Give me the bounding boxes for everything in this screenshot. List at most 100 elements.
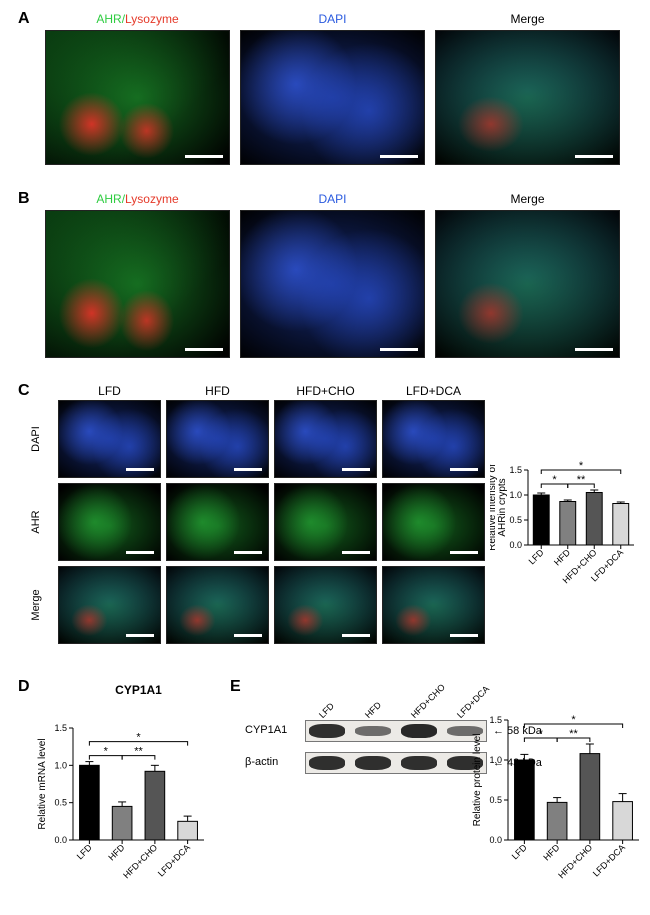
panel-a-col-label: AHR/Lysozyme bbox=[45, 12, 230, 26]
panel-a-image-dapi-low bbox=[240, 30, 425, 165]
panel-c-col-header: LFD+DCA bbox=[382, 384, 485, 398]
svg-text:1.5: 1.5 bbox=[489, 715, 502, 725]
panel-c-col-header: LFD bbox=[58, 384, 161, 398]
panel-c-image-r0-c2 bbox=[274, 400, 377, 478]
panel-c-image-r2-c2 bbox=[274, 566, 377, 644]
svg-text:HFD: HFD bbox=[541, 842, 562, 863]
panel-b-label: B bbox=[18, 190, 30, 208]
panel-d-label: D bbox=[18, 678, 30, 696]
svg-text:1.0: 1.0 bbox=[489, 755, 502, 765]
panel-c-col-header: HFD+CHO bbox=[274, 384, 377, 398]
wb-band bbox=[355, 756, 390, 770]
svg-text:Relative mRNA level: Relative mRNA level bbox=[37, 738, 48, 829]
ahr-intensity-chart: 0.0 0.5 1.0 1.5Relative intensity ofAHRin c… bbox=[490, 430, 640, 605]
wb-row-name: β-actin bbox=[245, 756, 278, 768]
wb-band bbox=[309, 756, 344, 770]
panel-c-row-label: Merge bbox=[30, 585, 42, 625]
panel-c-image-r2-c3 bbox=[382, 566, 485, 644]
wb-band bbox=[401, 756, 436, 770]
svg-text:LFD+DCA: LFD+DCA bbox=[591, 842, 627, 878]
svg-text:*: * bbox=[579, 460, 584, 472]
cyp1a1-protein-chart: 0.0 0.5 1.0 1.5 Relative protein level LFD HFD… bbox=[470, 680, 645, 900]
scale-bar bbox=[450, 551, 478, 554]
svg-text:0.0: 0.0 bbox=[54, 835, 67, 845]
panel-b-col-label: DAPI bbox=[240, 192, 425, 206]
svg-text:1.5: 1.5 bbox=[509, 465, 522, 475]
panel-c-image-r0-c0 bbox=[58, 400, 161, 478]
scale-bar bbox=[234, 468, 262, 471]
scale-bar bbox=[380, 348, 418, 351]
panel-b-col-label: AHR/Lysozyme bbox=[45, 192, 230, 206]
svg-text:1.0: 1.0 bbox=[54, 760, 67, 770]
svg-text:CYP1A1: CYP1A1 bbox=[115, 683, 162, 697]
panel-a-image-ahr-lyso-low bbox=[45, 30, 230, 165]
svg-text:LFD: LFD bbox=[510, 842, 529, 861]
svg-text:LFD: LFD bbox=[75, 842, 94, 861]
scale-bar bbox=[126, 468, 154, 471]
panel-c-image-r2-c0 bbox=[58, 566, 161, 644]
scale-bar bbox=[380, 155, 418, 158]
panel-c-label: C bbox=[18, 382, 30, 400]
wb-band bbox=[309, 724, 344, 738]
wb-band bbox=[355, 726, 390, 736]
scale-bar bbox=[234, 551, 262, 554]
panel-a-col-label: DAPI bbox=[240, 12, 425, 26]
panel-c-image-r1-c3 bbox=[382, 483, 485, 561]
svg-text:**: ** bbox=[134, 746, 143, 758]
svg-text:Relative intensity ofAHRin cry: Relative intensity ofAHRin crypts bbox=[490, 464, 508, 551]
scale-bar bbox=[185, 348, 223, 351]
svg-text:**: ** bbox=[569, 728, 578, 740]
panel-c-col-header: HFD bbox=[166, 384, 269, 398]
svg-text:HFD: HFD bbox=[552, 547, 573, 568]
wb-lane-label: HFD+CHO bbox=[409, 682, 447, 720]
panel-c-image-r1-c2 bbox=[274, 483, 377, 561]
panel-e-label: E bbox=[230, 678, 241, 696]
wb-row-name: CYP1A1 bbox=[245, 724, 287, 736]
panel-a-image-merge-low bbox=[435, 30, 620, 165]
wb-band bbox=[401, 724, 436, 738]
panel-b-image-ahr-lyso-high bbox=[45, 210, 230, 358]
scale-bar bbox=[575, 348, 613, 351]
cyp1a1-mrna-chart: CYP1A10.00.51.01.5Relative mRNA levelLFD… bbox=[35, 680, 210, 900]
svg-text:0.5: 0.5 bbox=[509, 515, 522, 525]
panel-b-image-merge-high bbox=[435, 210, 620, 358]
svg-text:*: * bbox=[104, 746, 109, 758]
panel-b-image-dapi-high bbox=[240, 210, 425, 358]
svg-text:0.5: 0.5 bbox=[489, 795, 502, 805]
panel-a-col-label: Merge bbox=[435, 12, 620, 26]
scale-bar bbox=[342, 468, 370, 471]
svg-text:**: ** bbox=[577, 474, 586, 486]
wb-lane-label: LFD bbox=[317, 701, 336, 720]
scale-bar bbox=[342, 551, 370, 554]
panel-b-col-label: Merge bbox=[435, 192, 620, 206]
panel-c-image-r0-c3 bbox=[382, 400, 485, 478]
scale-bar bbox=[450, 634, 478, 637]
svg-text:Relative protein level: Relative protein level bbox=[472, 734, 483, 827]
svg-text:0.0: 0.0 bbox=[489, 835, 502, 845]
panel-c-image-r1-c0 bbox=[58, 483, 161, 561]
scale-bar bbox=[575, 155, 613, 158]
scale-bar bbox=[126, 634, 154, 637]
svg-text:1.5: 1.5 bbox=[54, 723, 67, 733]
svg-text:*: * bbox=[552, 474, 557, 486]
panel-c-row-label: DAPI bbox=[30, 419, 42, 459]
svg-text:*: * bbox=[539, 728, 544, 740]
panel-c-image-r2-c1 bbox=[166, 566, 269, 644]
svg-text:HFD+CHO: HFD+CHO bbox=[121, 842, 159, 880]
scale-bar bbox=[185, 155, 223, 158]
svg-text:HFD+CHO: HFD+CHO bbox=[556, 842, 594, 880]
svg-text:*: * bbox=[136, 732, 141, 744]
scale-bar bbox=[450, 468, 478, 471]
svg-text:LFD+DCA: LFD+DCA bbox=[156, 842, 192, 878]
svg-text:0.0: 0.0 bbox=[509, 540, 522, 550]
svg-text:*: * bbox=[571, 714, 576, 726]
scale-bar bbox=[234, 634, 262, 637]
scale-bar bbox=[126, 551, 154, 554]
svg-text:1.0: 1.0 bbox=[509, 490, 522, 500]
scale-bar bbox=[342, 634, 370, 637]
panel-c-image-r0-c1 bbox=[166, 400, 269, 478]
panel-a-label: A bbox=[18, 10, 30, 28]
panel-c-row-label: AHR bbox=[30, 502, 42, 542]
panel-c-image-r1-c1 bbox=[166, 483, 269, 561]
svg-text:LFD: LFD bbox=[527, 547, 546, 566]
